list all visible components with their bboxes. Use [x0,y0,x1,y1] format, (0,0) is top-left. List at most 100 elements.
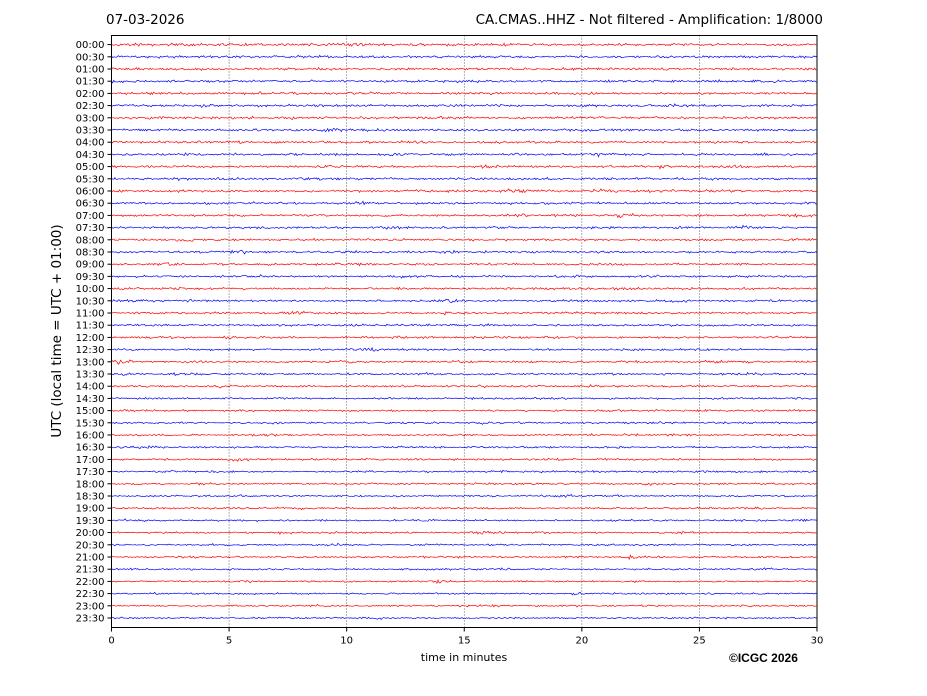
y-tick-label: 16:30 [76,443,105,454]
trace-0400 [111,140,818,145]
x-tick-label: 20 [575,636,588,647]
x-tick-label: 10 [340,636,353,647]
trace-0730 [111,224,818,230]
y-tick-label: 22:30 [76,589,105,600]
trace-1430 [111,396,818,401]
y-tick-label: 12:30 [76,345,105,356]
y-tick-label: 13:30 [76,370,105,381]
y-tick-label: 11:00 [76,309,105,320]
trace-2000 [111,530,818,535]
y-tick-label: 04:00 [76,138,105,149]
trace-1800 [111,482,818,487]
chart-date: 07-03-2026 [106,12,185,28]
trace-0430 [111,152,818,158]
y-tick-label: 19:30 [76,516,105,527]
y-tick-label: 09:00 [76,260,105,271]
x-axis-label: time in minutes [420,651,508,664]
trace-0500 [111,164,818,170]
y-tick-label: 03:30 [76,126,105,137]
trace-0230 [111,103,818,108]
y-tick-label: 07:30 [76,223,105,234]
y-tick-label: 12:00 [76,333,105,344]
trace-2230 [111,591,818,596]
trace-0300 [111,115,818,121]
trace-2300 [111,603,818,608]
trace-1100 [111,310,818,316]
y-tick-label: 00:30 [76,52,105,63]
y-tick-label: 03:00 [76,113,105,124]
y-tick-label: 20:00 [76,528,105,539]
y-tick-label: 10:30 [76,296,105,307]
trace-2030 [111,542,818,547]
trace-1130 [111,323,818,327]
trace-0930 [111,273,818,279]
y-tick-label: 13:00 [76,357,105,368]
y-tick-label: 17:30 [76,467,105,478]
x-tick-label: 5 [226,636,232,647]
x-tick-label: 25 [693,636,706,647]
x-tick-label: 30 [811,636,824,647]
trace-1200 [111,335,818,340]
trace-0830 [111,249,818,255]
trace-1330 [111,371,818,377]
trace-0600 [111,188,818,194]
y-tick-label: 01:30 [76,77,105,88]
trace-1700 [111,457,818,462]
x-tick-label: 0 [108,636,114,647]
trace-1500 [111,408,818,413]
trace-0000 [111,42,818,47]
y-tick-label: 18:30 [76,492,105,503]
trace-2330 [111,616,818,620]
y-tick-label: 11:30 [76,321,105,332]
trace-1830 [111,493,818,499]
y-tick-label: 14:30 [76,394,105,405]
plot-frame [111,35,818,628]
y-tick-label: 22:00 [76,577,105,588]
chart-title: CA.CMAS..HHZ - Not filtered - Amplificat… [475,12,823,28]
trace-0030 [111,54,818,59]
trace-2130 [111,567,818,571]
y-tick-label: 21:00 [76,553,105,564]
y-tick-label: 15:30 [76,418,105,429]
trace-1530 [111,421,818,425]
y-tick-label: 06:30 [76,199,105,210]
trace-1400 [111,384,818,389]
trace-0700 [111,212,818,219]
copyright-text: ©ICGC 2026 [729,651,798,665]
trace-1300 [111,359,818,365]
trace-1600 [111,433,818,437]
y-tick-label: 16:00 [76,431,105,442]
y-tick-label: 18:00 [76,479,105,490]
trace-1930 [111,518,818,523]
trace-0330 [111,127,818,133]
x-tick-label: 15 [458,636,471,647]
trace-0630 [111,200,818,206]
y-tick-label: 06:00 [76,187,105,198]
trace-0130 [111,79,818,84]
trace-0800 [111,237,818,242]
y-tick-label: 15:00 [76,406,105,417]
trace-0200 [111,91,818,96]
trace-1000 [111,286,818,291]
y-tick-label: 07:00 [76,211,105,222]
trace-1630 [111,445,818,450]
trace-1900 [111,506,818,511]
trace-1730 [111,469,818,474]
y-tick-label: 23:30 [76,614,105,625]
y-tick-label: 21:30 [76,565,105,576]
y-tick-label: 10:00 [76,284,105,295]
trace-0100 [111,66,818,72]
y-tick-label: 05:00 [76,162,105,173]
y-tick-label: 05:30 [76,174,105,185]
y-tick-label: 01:00 [76,65,105,76]
y-tick-label: 08:30 [76,248,105,259]
y-tick-label: 19:00 [76,504,105,515]
y-tick-label: 02:00 [76,89,105,100]
trace-1030 [111,298,818,304]
trace-0530 [111,176,818,182]
y-tick-label: 23:00 [76,601,105,612]
trace-2200 [111,579,818,585]
trace-0900 [111,262,817,267]
y-tick-label: 17:00 [76,455,105,466]
